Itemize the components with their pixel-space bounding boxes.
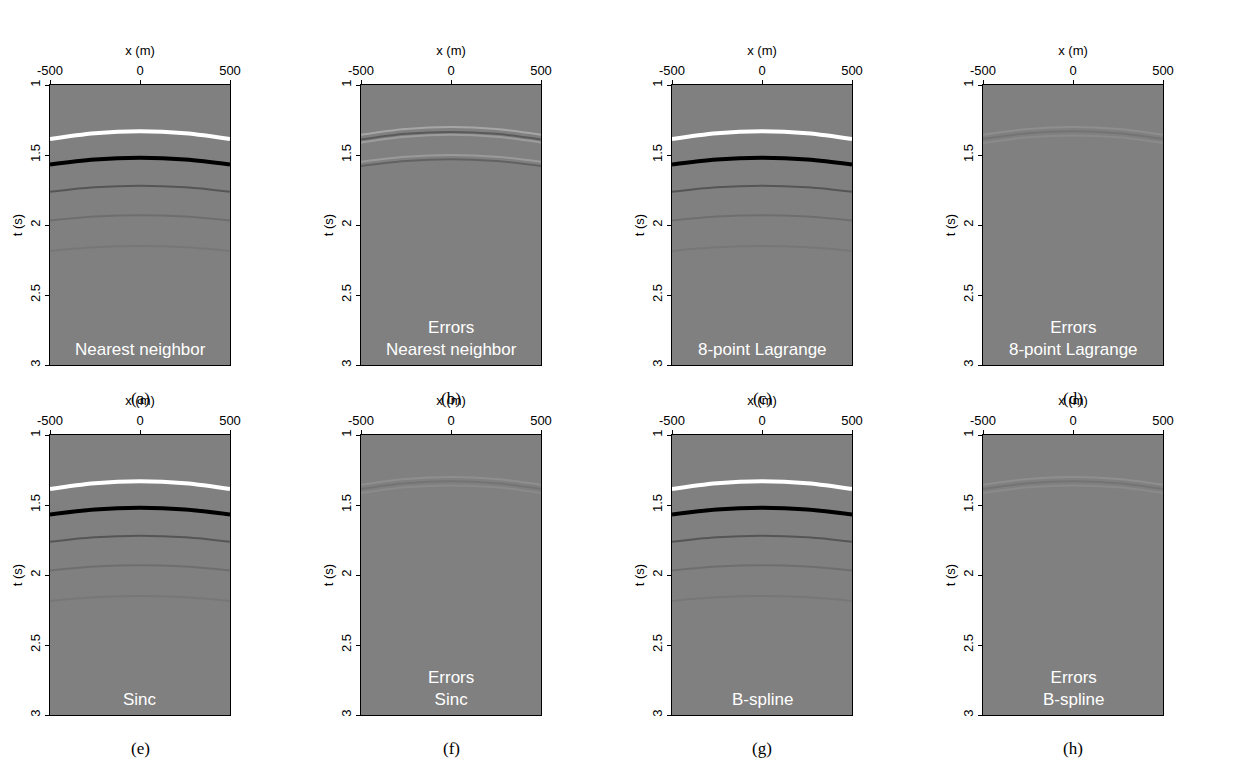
- svg-text:500: 500: [841, 63, 863, 78]
- svg-text:-500: -500: [970, 413, 996, 428]
- svg-text:1: 1: [339, 429, 354, 436]
- svg-text:2: 2: [339, 219, 354, 226]
- svg-text:1.5: 1.5: [28, 144, 43, 162]
- svg-text:2: 2: [339, 569, 354, 576]
- svg-text:500: 500: [219, 413, 241, 428]
- svg-text:2: 2: [650, 569, 665, 576]
- svg-text:2.5: 2.5: [961, 284, 976, 302]
- svg-text:2.5: 2.5: [28, 284, 43, 302]
- svg-text:3: 3: [28, 709, 43, 716]
- svg-text:1.5: 1.5: [961, 494, 976, 512]
- svg-text:1: 1: [339, 79, 354, 86]
- svg-text:x (m): x (m): [747, 393, 777, 408]
- svg-text:2.5: 2.5: [650, 284, 665, 302]
- svg-text:x (m): x (m): [747, 43, 777, 58]
- svg-text:500: 500: [219, 63, 241, 78]
- svg-text:t (s): t (s): [943, 564, 958, 586]
- svg-text:3: 3: [650, 359, 665, 366]
- svg-text:t (s): t (s): [321, 564, 336, 586]
- svg-text:-500: -500: [37, 413, 63, 428]
- svg-text:ErrorsNearest neighbor: ErrorsNearest neighbor: [386, 318, 517, 359]
- svg-text:1: 1: [650, 79, 665, 86]
- svg-text:(c): (c): [753, 389, 772, 408]
- svg-text:t (s): t (s): [321, 214, 336, 236]
- svg-text:3: 3: [650, 709, 665, 716]
- svg-text:t (s): t (s): [632, 214, 647, 236]
- svg-text:2: 2: [28, 219, 43, 226]
- svg-text:0: 0: [447, 63, 454, 78]
- svg-text:2: 2: [28, 569, 43, 576]
- svg-text:1: 1: [961, 429, 976, 436]
- svg-text:1.5: 1.5: [650, 144, 665, 162]
- svg-text:0: 0: [758, 63, 765, 78]
- svg-text:2.5: 2.5: [339, 634, 354, 652]
- svg-text:x (m): x (m): [436, 43, 466, 58]
- svg-text:3: 3: [961, 709, 976, 716]
- svg-text:x (m): x (m): [125, 393, 155, 408]
- svg-text:1: 1: [650, 429, 665, 436]
- svg-text:x (m): x (m): [1058, 43, 1088, 58]
- svg-text:0: 0: [136, 63, 143, 78]
- svg-text:(d): (d): [1063, 389, 1083, 408]
- svg-text:-500: -500: [659, 63, 685, 78]
- svg-text:2.5: 2.5: [961, 634, 976, 652]
- svg-text:(f): (f): [443, 739, 460, 758]
- svg-text:1: 1: [961, 79, 976, 86]
- svg-text:0: 0: [136, 413, 143, 428]
- svg-text:t (s): t (s): [943, 214, 958, 236]
- svg-text:0: 0: [1069, 63, 1076, 78]
- svg-text:Nearest neighbor: Nearest neighbor: [75, 340, 206, 359]
- svg-text:Errors8-point Lagrange: Errors8-point Lagrange: [1009, 318, 1138, 359]
- svg-text:ErrorsB-spline: ErrorsB-spline: [1043, 668, 1104, 709]
- svg-text:0: 0: [447, 413, 454, 428]
- svg-text:500: 500: [841, 413, 863, 428]
- svg-text:t (s): t (s): [10, 564, 25, 586]
- svg-text:-500: -500: [970, 63, 996, 78]
- svg-text:x (m): x (m): [125, 43, 155, 58]
- svg-text:2: 2: [961, 219, 976, 226]
- svg-text:(a): (a): [131, 389, 150, 408]
- svg-text:x (m): x (m): [436, 393, 466, 408]
- svg-text:ErrorsSinc: ErrorsSinc: [428, 668, 474, 709]
- svg-text:(g): (g): [752, 739, 772, 758]
- svg-text:1.5: 1.5: [28, 494, 43, 512]
- svg-text:Sinc: Sinc: [123, 690, 157, 709]
- svg-text:3: 3: [961, 359, 976, 366]
- svg-text:2.5: 2.5: [650, 634, 665, 652]
- svg-text:-500: -500: [348, 413, 374, 428]
- svg-text:B-spline: B-spline: [732, 690, 793, 709]
- svg-text:-500: -500: [37, 63, 63, 78]
- svg-text:-500: -500: [659, 413, 685, 428]
- svg-text:1: 1: [28, 79, 43, 86]
- svg-text:-500: -500: [348, 63, 374, 78]
- svg-text:t (s): t (s): [632, 564, 647, 586]
- svg-text:500: 500: [530, 413, 552, 428]
- svg-text:1.5: 1.5: [961, 144, 976, 162]
- svg-text:500: 500: [1152, 63, 1174, 78]
- svg-text:2: 2: [961, 569, 976, 576]
- svg-text:(h): (h): [1063, 739, 1083, 758]
- svg-text:500: 500: [1152, 413, 1174, 428]
- svg-text:(e): (e): [131, 739, 150, 758]
- svg-text:1.5: 1.5: [339, 494, 354, 512]
- svg-text:2.5: 2.5: [28, 634, 43, 652]
- svg-text:3: 3: [339, 359, 354, 366]
- svg-text:1.5: 1.5: [650, 494, 665, 512]
- svg-text:2: 2: [650, 219, 665, 226]
- svg-text:1: 1: [28, 429, 43, 436]
- svg-text:(b): (b): [441, 389, 461, 408]
- svg-text:2.5: 2.5: [339, 284, 354, 302]
- svg-text:x (m): x (m): [1058, 393, 1088, 408]
- svg-text:500: 500: [530, 63, 552, 78]
- svg-text:1.5: 1.5: [339, 144, 354, 162]
- svg-text:0: 0: [758, 413, 765, 428]
- svg-text:3: 3: [339, 709, 354, 716]
- svg-text:3: 3: [28, 359, 43, 366]
- svg-text:0: 0: [1069, 413, 1076, 428]
- svg-text:8-point Lagrange: 8-point Lagrange: [698, 340, 827, 359]
- svg-text:t (s): t (s): [10, 214, 25, 236]
